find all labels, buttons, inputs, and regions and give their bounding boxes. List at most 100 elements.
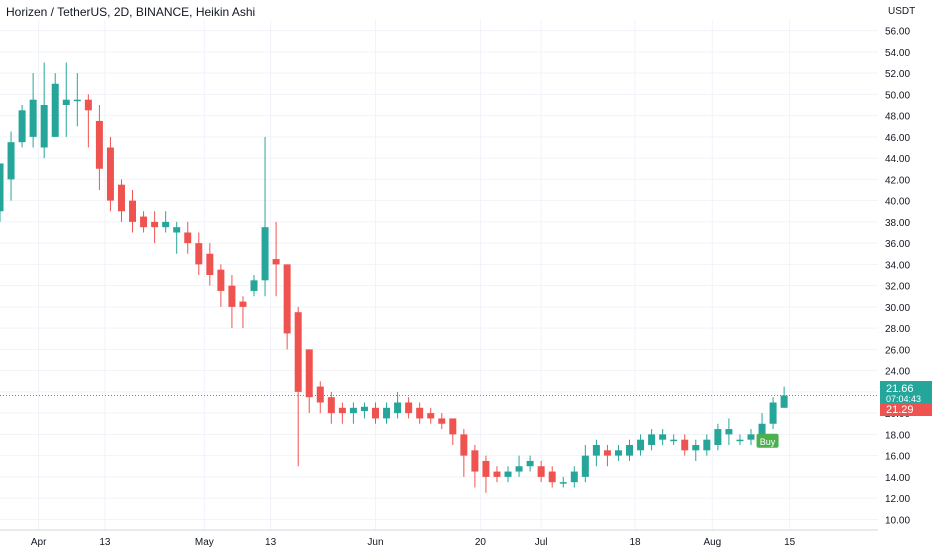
- candle-body: [482, 460, 490, 477]
- candle: [117, 179, 125, 222]
- candle-body: [62, 99, 70, 105]
- candle-body: [383, 407, 391, 419]
- candle-body: [18, 110, 26, 143]
- candle: [515, 455, 523, 477]
- candle-body: [140, 216, 148, 228]
- candle-body: [659, 434, 667, 440]
- candle-body: [570, 471, 578, 483]
- candle: [637, 434, 645, 456]
- signal-layer: Buy: [756, 433, 779, 448]
- candle: [349, 402, 357, 424]
- x-tick-label: 15: [784, 537, 796, 548]
- y-tick-label: 56.00: [885, 27, 910, 38]
- currency-label: USDT: [888, 6, 915, 17]
- y-tick-label: 50.00: [885, 90, 910, 101]
- candle: [95, 105, 103, 190]
- candle-body: [603, 450, 611, 456]
- candle-body: [648, 434, 656, 445]
- candle: [581, 445, 589, 483]
- candle-body: [294, 312, 302, 392]
- candle: [316, 381, 324, 414]
- candle: [360, 402, 368, 419]
- candle: [769, 397, 777, 430]
- candle-body: [371, 407, 379, 419]
- candle: [18, 105, 26, 148]
- candle-body: [471, 450, 479, 472]
- candle: [106, 136, 114, 212]
- candle: [504, 466, 512, 483]
- candle-body: [228, 285, 236, 307]
- y-tick-label: 14.00: [885, 473, 910, 484]
- y-tick-label: 28.00: [885, 324, 910, 335]
- candle: [371, 402, 379, 424]
- candle-body: [637, 439, 645, 451]
- candle-body: [780, 395, 788, 408]
- x-tick-label: Jul: [535, 537, 548, 548]
- candle-body: [173, 227, 181, 233]
- chart-title: Horizen / TetherUS, 2D, BINANCE, Heikin …: [6, 5, 255, 19]
- candle: [184, 221, 192, 254]
- candle: [405, 397, 413, 419]
- candle-body: [272, 259, 280, 265]
- candle-body: [117, 184, 125, 212]
- candle: [0, 163, 4, 222]
- y-tick-label: 48.00: [885, 112, 910, 123]
- candle: [493, 466, 501, 483]
- candle-body: [283, 264, 291, 334]
- candle: [305, 349, 313, 414]
- candle-body: [261, 227, 269, 281]
- candle-body: [438, 418, 446, 424]
- candle-body: [416, 407, 424, 419]
- candle: [780, 386, 788, 408]
- candle: [482, 455, 490, 493]
- candle-body: [592, 445, 600, 456]
- grid-layer: [0, 20, 878, 530]
- y-tick-label: 38.00: [885, 218, 910, 229]
- candle: [206, 243, 214, 286]
- candle: [714, 423, 722, 451]
- y-tick-label: 40.00: [885, 197, 910, 208]
- y-tick-label: 54.00: [885, 48, 910, 59]
- candle-body: [129, 200, 137, 222]
- candle: [173, 221, 181, 254]
- candle-body: [316, 386, 324, 403]
- y-tick-label: 12.00: [885, 494, 910, 505]
- candle-body: [162, 221, 170, 228]
- candle: [195, 232, 203, 275]
- candle-body: [670, 439, 678, 442]
- candle-body: [349, 407, 357, 414]
- x-tick-label: Aug: [703, 537, 721, 548]
- candle: [40, 62, 48, 159]
- countdown-text: 07:04:43: [886, 394, 921, 404]
- y-tick-label: 24.00: [885, 367, 910, 378]
- buy-signal-badge: Buy: [756, 433, 779, 448]
- candle: [228, 275, 236, 329]
- candle: [294, 306, 302, 467]
- y-tick-label: 52.00: [885, 69, 910, 80]
- last-price-label: 21.66 07:04:43: [880, 381, 932, 404]
- candle-body: [714, 429, 722, 445]
- candle: [526, 455, 534, 472]
- candle-body: [338, 407, 346, 414]
- candle: [537, 460, 545, 483]
- candle: [438, 413, 446, 430]
- candle-body: [84, 99, 92, 111]
- candle-body: [449, 418, 457, 435]
- x-tick-label: 18: [629, 537, 641, 548]
- candle-body: [548, 471, 556, 483]
- candle-body: [405, 402, 413, 414]
- candle-body: [626, 445, 634, 456]
- candle-body: [504, 471, 512, 477]
- candle-body: [360, 406, 368, 411]
- candle: [140, 211, 148, 233]
- candle-body: [758, 423, 766, 435]
- candle-body: [769, 402, 777, 424]
- candle-body: [460, 434, 468, 456]
- candle: [681, 434, 689, 456]
- candle: [62, 62, 70, 137]
- candle: [703, 434, 711, 456]
- x-tick-label: May: [195, 537, 214, 548]
- candle: [162, 211, 170, 233]
